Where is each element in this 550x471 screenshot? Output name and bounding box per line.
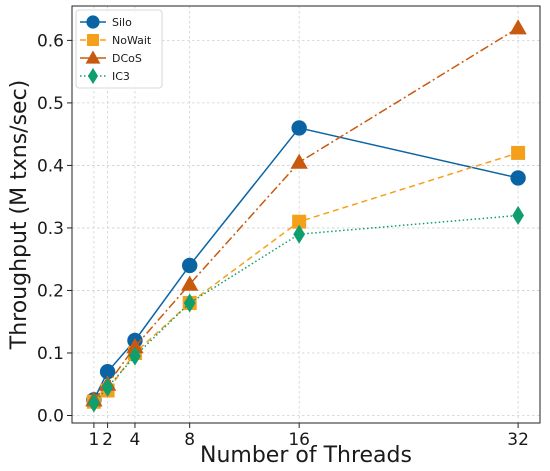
- data-point-ic3: [88, 393, 100, 413]
- series-silo: [86, 120, 526, 408]
- legend-marker: [87, 34, 99, 46]
- x-tick-label: 32: [507, 430, 529, 450]
- data-point-nowait: [511, 145, 526, 160]
- data-point-ic3: [293, 224, 306, 244]
- y-tick-label: 0.3: [37, 219, 64, 239]
- x-tick-label: 4: [130, 430, 141, 450]
- legend-item: DCoS: [80, 50, 142, 65]
- legend-label: DCoS: [112, 52, 142, 65]
- series-layer: [85, 19, 527, 413]
- data-point-silo: [181, 257, 198, 274]
- data-point-ic3: [512, 205, 524, 225]
- x-axis-title: Number of Threads: [200, 443, 412, 468]
- axes: 0.0 0.1 0.2 0.3 0.4 0.5 0.6 1 2 4 8 16 32: [37, 5, 541, 450]
- data-point-dcos: [181, 275, 199, 291]
- data-point-silo: [99, 364, 116, 380]
- x-tick-label: 2: [102, 430, 113, 450]
- data-point-silo: [510, 170, 526, 186]
- series-line-nowait: [93, 152, 519, 403]
- data-point-nowait: [292, 214, 307, 229]
- x-tick-label: 8: [184, 430, 195, 450]
- y-tick-label: 0.1: [37, 344, 64, 364]
- series-nowait: [86, 145, 526, 409]
- y-tick-label: 0.2: [37, 281, 64, 301]
- legend-marker: [86, 15, 100, 29]
- legend-marker: [87, 67, 99, 85]
- y-tick-label: 0.5: [37, 94, 64, 114]
- y-axis-title: Throughput (M txns/sec): [7, 80, 32, 350]
- data-point-ic3: [129, 346, 141, 366]
- y-tick-label: 0.6: [37, 31, 64, 51]
- y-tick-label: 0.4: [37, 156, 64, 176]
- x-tick-label: 1: [88, 430, 99, 450]
- data-point-dcos: [290, 153, 308, 169]
- legend-label: NoWait: [112, 34, 152, 47]
- legend-item: Silo: [80, 15, 132, 29]
- y-tick-label: 0.0: [37, 406, 64, 426]
- series-ic3: [88, 205, 524, 413]
- legend-label: IC3: [112, 70, 130, 83]
- legend-item: NoWait: [80, 34, 152, 47]
- legend-label: Silo: [112, 16, 132, 29]
- plot-frame: [71, 5, 541, 424]
- legend: Silo NoWait DCoS IC3: [75, 9, 163, 89]
- legend-marker: [85, 50, 101, 64]
- data-point-ic3: [183, 293, 196, 313]
- data-point-ic3: [101, 377, 114, 397]
- data-point-silo: [291, 120, 307, 136]
- data-point-dcos: [509, 19, 527, 35]
- x-tick-label: 16: [288, 430, 310, 450]
- data-point-dcos: [126, 338, 144, 354]
- legend-item: IC3: [80, 67, 130, 85]
- legend-box: [75, 9, 163, 89]
